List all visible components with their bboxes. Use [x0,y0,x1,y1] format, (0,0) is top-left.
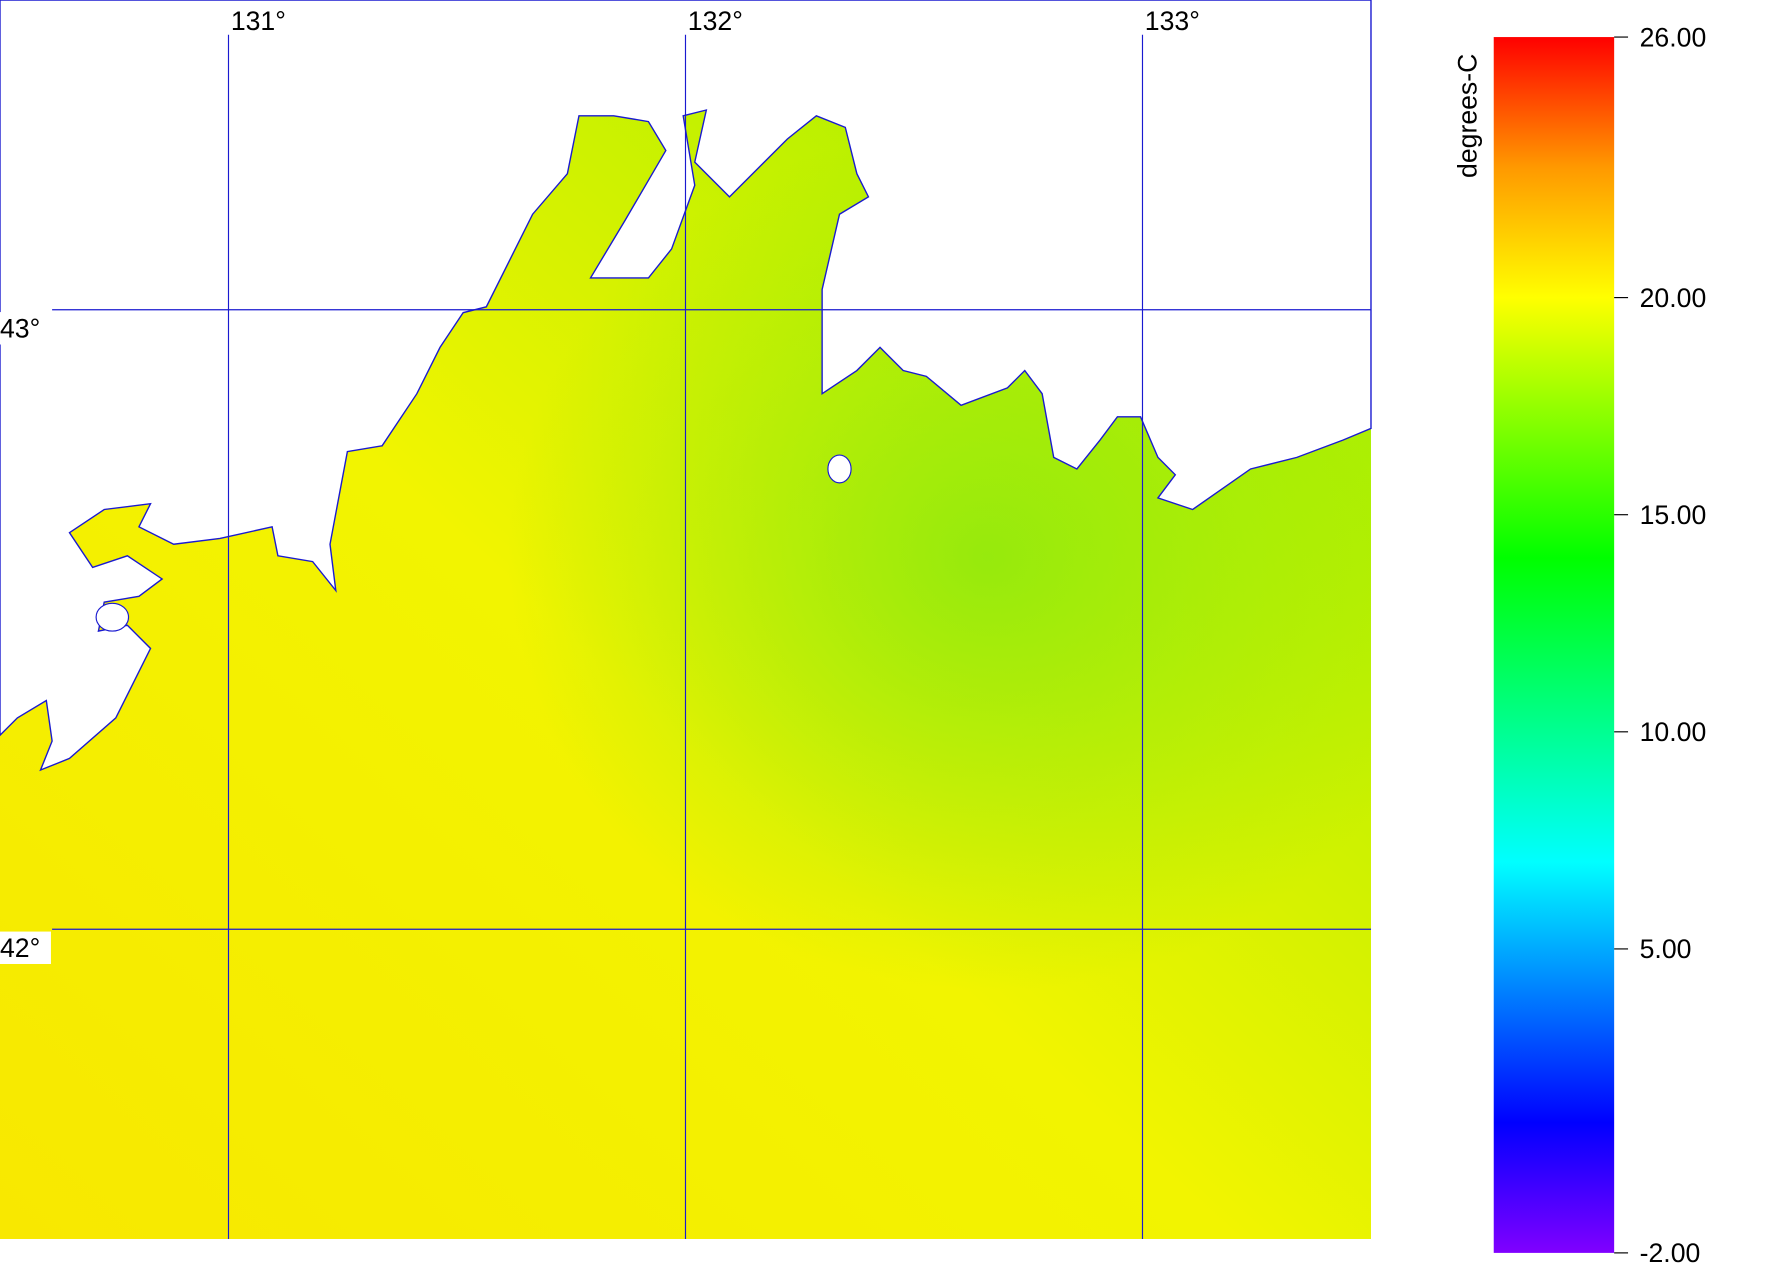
colorbar-tick-label: 15.00 [1640,500,1707,530]
island [827,454,852,484]
longitude-label: 132° [688,6,743,36]
colorbar-tick-label: 26.00 [1640,22,1707,52]
island [95,602,130,632]
colorbar-tick-label: 5.00 [1640,934,1692,964]
label-background [0,931,51,964]
latitude-label: 42° [0,933,40,963]
colorbar-title: degrees-C [1452,54,1482,178]
colorbar-tick-label: 10.00 [1640,717,1707,747]
land [0,0,1372,772]
label-background [0,312,51,345]
colorbar-tick-label: -2.00 [1640,1238,1701,1268]
colorbar [1493,37,1615,1253]
longitude-label: 131° [231,6,286,36]
colorbar-tick-label: 20.00 [1640,283,1707,313]
longitude-label: 133° [1145,6,1200,36]
latitude-label: 43° [0,314,40,344]
